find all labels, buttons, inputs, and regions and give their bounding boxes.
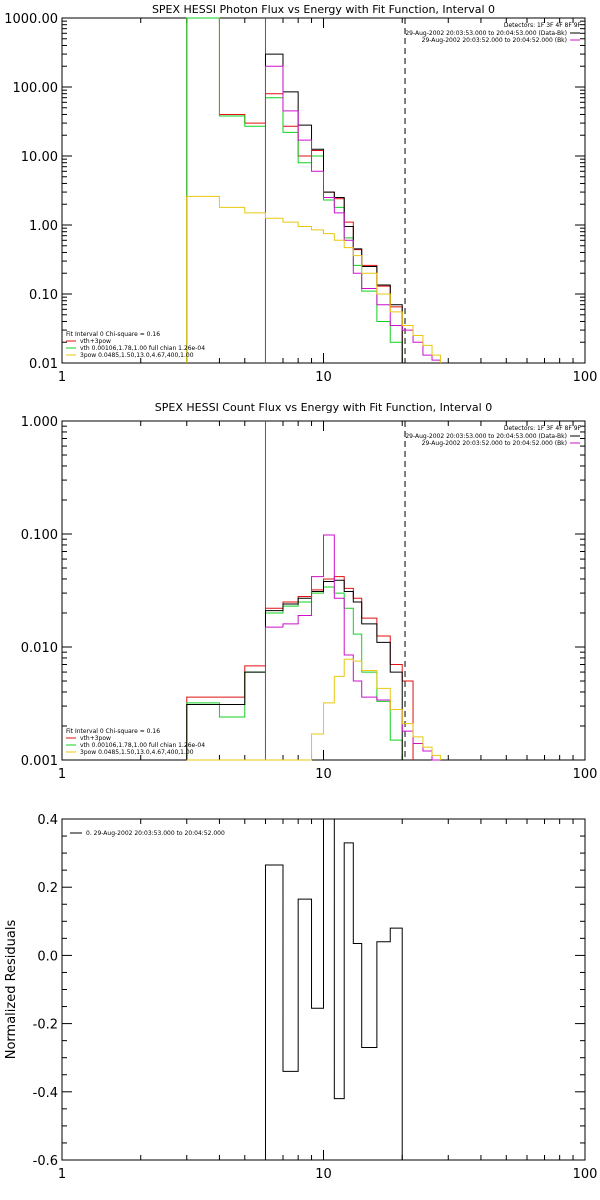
legend-entry: 3pow 0.0485,1.50,13.0,4.67,400,1.00 [80, 749, 194, 756]
legend-entry: vth 0.00106,1.78,1.00 full chian 1.26e-0… [80, 345, 205, 352]
y-tick-label: -0.6 [33, 1154, 58, 1169]
series-vth-3pow [186, 576, 414, 760]
legend-entry: 29-Aug-2002 20:03:52.000 to 20:04:52.000… [422, 37, 567, 44]
legend-entry: 29-Aug-2002 20:03:53.000 to 20:04:53.000… [405, 433, 567, 440]
y-tick-label: 1.000 [21, 415, 58, 430]
x-tick-label: 100 [573, 1167, 598, 1182]
x-tick-label: 100 [573, 370, 598, 385]
x-tick-label: 1 [58, 370, 66, 385]
y-tick-label: 0.0 [37, 949, 58, 964]
series-bk [264, 65, 441, 363]
legend-entry: 0. 29-Aug-2002 20:03:53.000 to 20:04:52.… [86, 830, 225, 837]
chart-title: SPEX HESSI Photon Flux vs Energy with Fi… [152, 3, 495, 16]
series-vth [186, 586, 403, 760]
y-axis-label: Normalized Residuals [4, 920, 19, 1060]
series-data-bk [264, 53, 403, 363]
y-tick-label: -0.4 [33, 1086, 58, 1101]
series-residuals [264, 818, 403, 1160]
legend-entry: 3pow 0.0485,1.50,13.0,4.67,400,1.00 [80, 352, 194, 359]
y-tick-label: 1.00 [29, 219, 58, 234]
y-tick-label: 0.100 [21, 528, 58, 543]
chart-2: SPEX HESSI Count Flux vs Energy with Fit… [21, 401, 598, 782]
legend-entry: vth+3pow [80, 735, 111, 742]
legend-entry: 29-Aug-2002 20:03:52.000 to 20:04:52.000… [422, 440, 567, 447]
y-tick-label: 0.01 [29, 357, 58, 372]
legend-entry: vth+3pow [80, 338, 111, 345]
series-data-bk [186, 579, 403, 760]
y-tick-label: 10.00 [21, 150, 58, 165]
x-tick-label: 10 [315, 767, 332, 782]
legend-entry: vth 0.00106,1.78,1.00 full chian 1.26e-0… [80, 742, 205, 749]
y-tick-label: 0.2 [37, 881, 58, 896]
series-3pow [186, 195, 441, 363]
x-tick-label: 1 [58, 1167, 66, 1182]
chart-3: 1 10 100 -0.6 -0.4 -0.2 0.0 0.2 0.4 Normalized Re… [4, 813, 598, 1182]
y-tick-label: 1000.00 [4, 12, 58, 27]
chart-1: SPEX HESSI Photon Flux vs Energy with Fi… [4, 3, 597, 385]
legend-entry: 29-Aug-2002 20:03:53.000 to 20:04:53.000… [405, 30, 567, 37]
series-3pow [186, 658, 441, 761]
y-tick-label: 0.010 [21, 641, 58, 656]
x-tick-label: 10 [315, 1167, 332, 1182]
x-tick-label: 1 [58, 767, 66, 782]
chart-title: SPEX HESSI Count Flux vs Energy with Fit… [155, 401, 492, 414]
detectors-label: Detectors: 1F 3F 4F 8F 9F [504, 425, 582, 432]
y-tick-label: 0.10 [29, 288, 58, 303]
y-tick-label: -0.2 [33, 1018, 58, 1033]
x-tick-label: 10 [315, 370, 332, 385]
y-tick-label: 0.001 [21, 754, 58, 769]
series-bk [264, 534, 441, 761]
legend-entry: Fit Interval 0 Chi-square = 0.16 [66, 331, 160, 338]
x-tick-label: 100 [573, 767, 598, 782]
y-tick-label: 100.00 [13, 81, 59, 96]
legend-entry: Fit Interval 0 Chi-square = 0.16 [66, 728, 160, 735]
series-vth [186, 17, 403, 363]
y-tick-label: 0.4 [37, 813, 58, 828]
detectors-label: Detectors: 1F 3F 4F 8F 9F [504, 22, 582, 29]
